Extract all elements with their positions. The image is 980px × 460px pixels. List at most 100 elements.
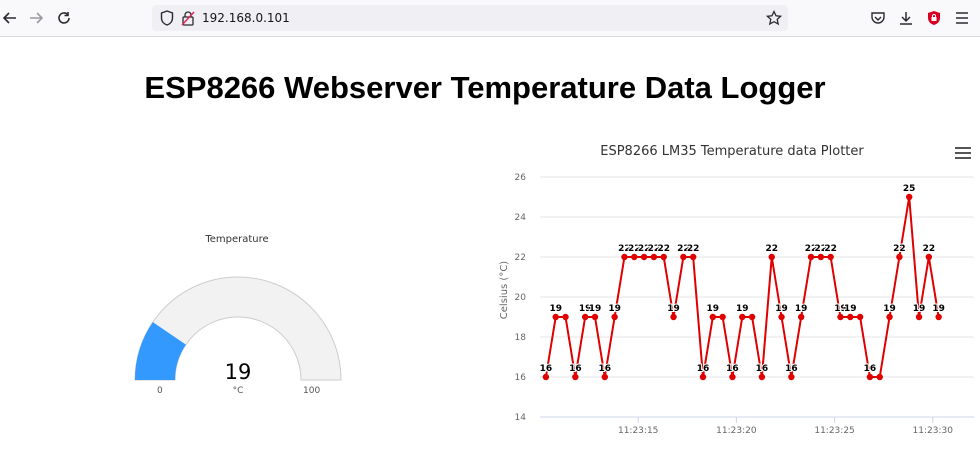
gauge-unit: °C bbox=[232, 386, 244, 396]
data-label: 22 bbox=[618, 244, 631, 254]
temperature-chart: ESP8266 LM35 Temperature data Plotter Ce… bbox=[490, 135, 980, 440]
data-point bbox=[925, 253, 933, 261]
data-label: 16 bbox=[569, 364, 582, 374]
data-label: 19 bbox=[834, 304, 847, 314]
data-label: 19 bbox=[608, 304, 621, 314]
data-label: 16 bbox=[726, 364, 739, 374]
y-tick-label: 24 bbox=[515, 213, 527, 223]
gauge-value-number: 19 bbox=[224, 360, 252, 384]
data-point bbox=[621, 253, 628, 261]
data-point bbox=[935, 313, 942, 321]
chart-menu-icon[interactable] bbox=[955, 147, 971, 161]
insecure-lock-icon[interactable] bbox=[181, 10, 197, 26]
data-label: 19 bbox=[707, 304, 720, 314]
data-point bbox=[847, 313, 854, 321]
y-tick-label: 26 bbox=[515, 173, 527, 183]
page-title: ESP8266 Webserver Temperature Data Logge… bbox=[144, 70, 826, 105]
data-label: 25 bbox=[903, 184, 916, 194]
data-label: 19 bbox=[549, 304, 562, 314]
data-label: 19 bbox=[589, 304, 602, 314]
data-point bbox=[905, 193, 913, 201]
data-label: 16 bbox=[864, 364, 877, 374]
data-label: 19 bbox=[795, 304, 808, 314]
x-tick-label: 11:23:15 bbox=[618, 426, 658, 436]
data-point bbox=[886, 313, 893, 321]
data-label: 16 bbox=[540, 364, 553, 374]
data-label: 22 bbox=[687, 244, 700, 254]
pocket-icon[interactable] bbox=[868, 8, 888, 28]
gauge-graphic bbox=[134, 276, 342, 381]
y-tick-label: 20 bbox=[515, 293, 527, 303]
data-label: 19 bbox=[883, 304, 896, 314]
chart-title: ESP8266 LM35 Temperature data Plotter bbox=[600, 144, 864, 159]
address-bar[interactable]: 192.168.0.101 bbox=[152, 5, 788, 31]
data-label: 19 bbox=[844, 304, 857, 314]
data-point bbox=[670, 313, 677, 321]
forward-arrow-icon[interactable] bbox=[26, 8, 46, 28]
data-label: 19 bbox=[667, 304, 680, 314]
data-point bbox=[660, 253, 667, 261]
data-point bbox=[748, 313, 756, 321]
data-label: 22 bbox=[765, 244, 778, 254]
data-point bbox=[768, 253, 775, 261]
shield-icon[interactable] bbox=[160, 10, 176, 26]
data-point bbox=[837, 313, 844, 321]
data-point bbox=[778, 313, 785, 321]
data-point bbox=[581, 313, 589, 321]
x-tick-label: 11:23:25 bbox=[814, 426, 854, 436]
data-label: 19 bbox=[579, 304, 592, 314]
data-point bbox=[699, 373, 707, 381]
chart-y-axis-label: Celsius (°C) bbox=[499, 261, 510, 320]
data-label: 16 bbox=[697, 364, 710, 374]
temperature-gauge: Temperature 19 °C 0 100 bbox=[100, 225, 380, 405]
data-point bbox=[591, 313, 599, 321]
data-label: 16 bbox=[599, 364, 612, 374]
y-tick-label: 22 bbox=[515, 253, 526, 263]
x-tick-label: 11:23:20 bbox=[716, 426, 757, 436]
data-point bbox=[552, 313, 559, 321]
y-tick-label: 18 bbox=[515, 333, 527, 343]
downloads-icon[interactable] bbox=[896, 8, 916, 28]
temperature-series-line bbox=[544, 196, 940, 378]
back-arrow-icon[interactable] bbox=[0, 8, 20, 28]
gauge-title: Temperature bbox=[205, 234, 269, 245]
data-label: 22 bbox=[648, 244, 661, 254]
data-point bbox=[689, 253, 697, 261]
hamburger-menu-icon[interactable] bbox=[952, 8, 972, 28]
gauge-min-label: 0 bbox=[157, 386, 163, 396]
data-label: 16 bbox=[756, 364, 769, 374]
y-tick-label: 16 bbox=[515, 373, 527, 383]
data-label: 22 bbox=[805, 244, 818, 254]
data-label: 19 bbox=[775, 304, 788, 314]
url-text[interactable]: 192.168.0.101 bbox=[202, 11, 290, 25]
gauge-fill bbox=[135, 322, 186, 380]
data-point bbox=[758, 373, 766, 381]
data-point bbox=[807, 253, 815, 261]
reload-icon[interactable] bbox=[54, 8, 74, 28]
browser-toolbar: 192.168.0.101 bbox=[0, 0, 980, 37]
chart-svg: ESP8266 LM35 Temperature data Plotter Ce… bbox=[499, 144, 974, 436]
extension-shield-icon[interactable] bbox=[924, 8, 944, 28]
x-tick-label: 11:23:30 bbox=[913, 426, 954, 436]
data-label: 22 bbox=[893, 244, 906, 254]
gauge-max-label: 100 bbox=[303, 386, 321, 396]
data-point bbox=[876, 373, 883, 381]
data-point bbox=[915, 313, 923, 321]
data-label: 22 bbox=[628, 244, 641, 254]
data-point bbox=[709, 313, 717, 321]
data-point bbox=[797, 313, 805, 321]
data-label: 22 bbox=[815, 244, 828, 254]
data-label: 22 bbox=[657, 244, 670, 254]
data-label: 19 bbox=[932, 304, 945, 314]
data-label: 22 bbox=[677, 244, 690, 254]
data-label: 16 bbox=[785, 364, 798, 374]
data-point bbox=[572, 373, 579, 381]
data-label: 19 bbox=[736, 304, 749, 314]
y-tick-label: 14 bbox=[515, 413, 527, 423]
bookmark-star-icon[interactable] bbox=[765, 9, 783, 26]
data-point bbox=[827, 253, 834, 261]
data-point bbox=[788, 373, 795, 381]
data-point bbox=[866, 373, 874, 381]
data-point bbox=[729, 373, 736, 381]
data-label: 22 bbox=[923, 244, 936, 254]
